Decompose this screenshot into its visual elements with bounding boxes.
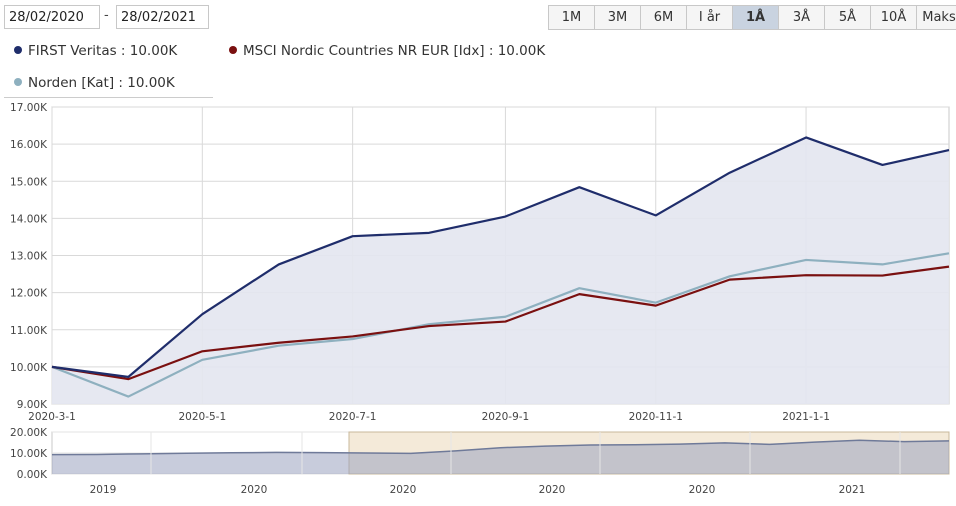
x-tick-label: 2021-1-1 (782, 411, 830, 423)
legend-item-msci-nordic[interactable]: MSCI Nordic Countries NR EUR [Idx] : 10.… (229, 43, 545, 59)
range-button-5y[interactable]: 5Å (825, 6, 871, 29)
y-tick-label: 9.00K (17, 399, 48, 411)
navigator-x-tick-label: 2019 (90, 484, 117, 496)
legend-dot-icon (14, 46, 22, 54)
navigator-y-tick-label: 20.00K (10, 427, 48, 439)
navigator-y-tick-label: 0.00K (17, 469, 48, 481)
date-from-input[interactable]: 28/02/2020 (4, 5, 100, 29)
date-to-input[interactable]: 28/02/2021 (116, 5, 209, 29)
legend-divider (4, 97, 213, 98)
range-button-3y[interactable]: 3Å (779, 6, 825, 29)
x-tick-label: 2020-5-1 (178, 411, 226, 423)
y-tick-label: 10.00K (10, 362, 48, 374)
navigator-x-tick-label: 2020 (390, 484, 417, 496)
date-range-separator: - (104, 8, 109, 23)
y-tick-label: 13.00K (10, 251, 48, 263)
navigator-x-tick-label: 2020 (241, 484, 268, 496)
navigator-line (51, 439, 950, 456)
range-selector: 1M 3M 6M I år 1Å 3Å 5Å 10Å Maks (548, 5, 956, 30)
y-tick-label: 12.00K (10, 288, 48, 300)
range-button-3m[interactable]: 3M (595, 6, 641, 29)
navigator-area (52, 440, 949, 474)
navigator-x-tick-label: 2021 (839, 484, 866, 496)
legend-dot-icon (229, 46, 237, 54)
series-area-fill (52, 137, 949, 404)
y-tick-label: 17.00K (10, 102, 48, 114)
x-tick-label: 2020-9-1 (482, 411, 530, 423)
range-button-10y[interactable]: 10Å (871, 6, 917, 29)
navigator-x-tick-label: 2020 (539, 484, 566, 496)
range-button-ytd[interactable]: I år (687, 6, 733, 29)
legend-label: Norden [Kat] : 10.00K (28, 75, 175, 91)
y-tick-label: 14.00K (10, 213, 48, 225)
legend-label: MSCI Nordic Countries NR EUR [Idx] : 10.… (243, 43, 546, 59)
navigator-x-tick-label: 2020 (689, 484, 716, 496)
main-chart-lines (51, 136, 950, 398)
legend-item-first-veritas[interactable]: FIRST Veritas : 10.00K (14, 43, 177, 59)
legend-item-norden[interactable]: Norden [Kat] : 10.00K (14, 75, 175, 91)
range-button-1m[interactable]: 1M (549, 6, 595, 29)
y-tick-label: 11.00K (10, 325, 48, 337)
legend-label: FIRST Veritas : 10.00K (28, 43, 178, 59)
legend-dot-icon (14, 78, 22, 86)
range-button-max[interactable]: Maks (917, 6, 956, 29)
navigator-y-tick-label: 10.00K (10, 448, 48, 460)
x-tick-label: 2020-3-1 (28, 411, 76, 423)
navigator-chart: 0.00K 10.00K 20.00K 2019 2020 2020 2020 2020 202… (10, 427, 950, 496)
main-chart-fill (52, 137, 949, 404)
range-button-1y[interactable]: 1Å (733, 6, 779, 29)
x-tick-label: 2020-11-1 (629, 411, 683, 423)
x-tick-label: 2020-7-1 (329, 411, 377, 423)
y-tick-label: 15.00K (10, 176, 48, 188)
range-button-6m[interactable]: 6M (641, 6, 687, 29)
y-tick-label: 16.00K (10, 139, 48, 151)
